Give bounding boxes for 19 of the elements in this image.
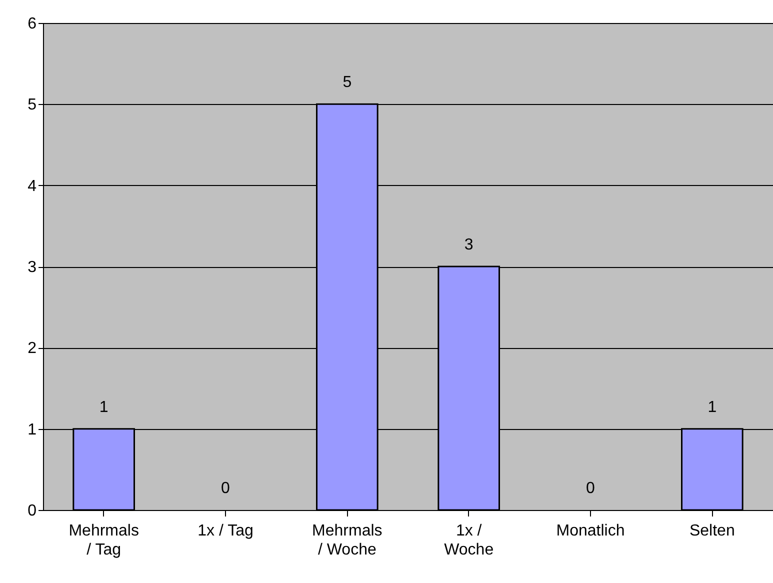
y-tick-label: 0: [28, 502, 37, 520]
data-label: 0: [586, 480, 596, 497]
y-tick-label: 5: [28, 96, 37, 114]
x-tick-label: Monatlich: [556, 522, 625, 540]
x-tick-label: Selten: [689, 522, 735, 540]
x-tick-label: Mehrmals / Woche: [312, 522, 382, 558]
y-tick-label: 4: [28, 178, 37, 195]
data-label: 1: [708, 398, 717, 416]
y-tick-label: 6: [28, 16, 37, 32]
x-tick-label: Mehrmals / Tag: [68, 522, 139, 558]
y-tick-label: 2: [28, 340, 37, 358]
data-label: 0: [221, 480, 230, 497]
x-tick-label: 1x / Woche: [444, 522, 494, 558]
y-tick-label: 3: [28, 259, 37, 276]
y-tick-label: 1: [28, 421, 37, 438]
x-tick-label: 1x / Tag: [198, 522, 254, 540]
data-label: 5: [342, 74, 352, 92]
data-label: 1: [99, 398, 108, 416]
data-label: 3: [464, 236, 474, 254]
